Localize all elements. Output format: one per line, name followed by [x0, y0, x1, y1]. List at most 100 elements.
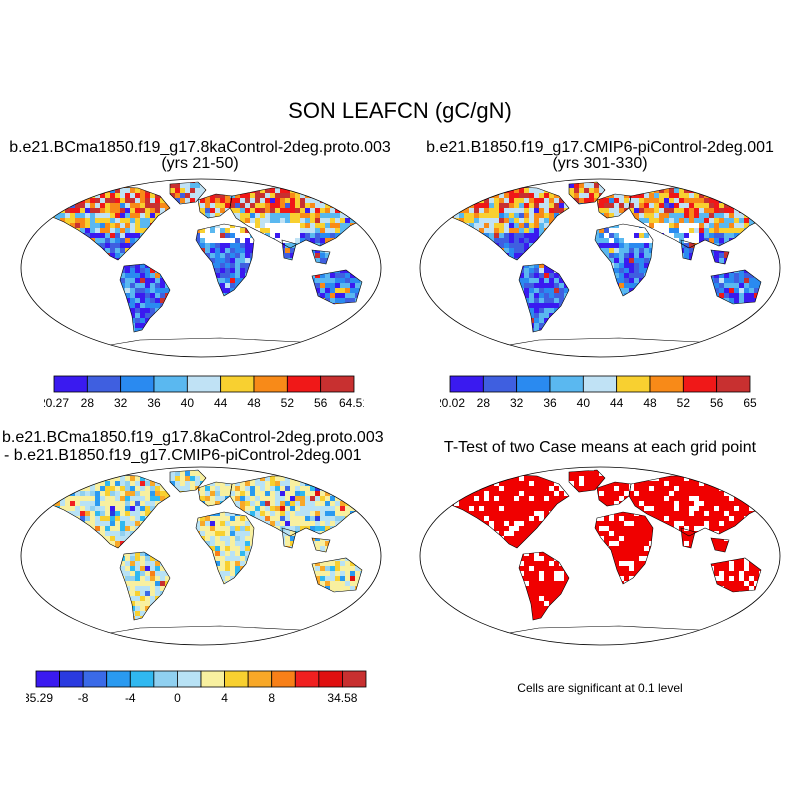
panel1-title-line1: b.e21.BCma1850.f19_g17.8kaControl-2deg.p…: [9, 139, 391, 156]
colorbar-box: [86, 375, 122, 393]
coastline: [33, 473, 171, 549]
colorbar-box: [120, 375, 155, 393]
panel4-map: [419, 466, 781, 646]
colorbar-label: -35.29: [26, 691, 53, 705]
colorbar-box: [153, 375, 188, 393]
colorbar-box: [35, 670, 60, 688]
colorbar-box: [682, 375, 718, 393]
coastline: [596, 193, 632, 219]
colorbar-box: [449, 375, 484, 393]
panel3-colorbar: -35.29 -8 -4 0 4 8 34.58: [19, 670, 376, 706]
colorbar-label: 40: [577, 396, 591, 410]
colorbar-box: [549, 375, 584, 393]
colorbar-label: 44: [610, 396, 624, 410]
coastline: [195, 223, 255, 297]
coastline: [33, 185, 171, 261]
colorbar-label: 20.02: [440, 396, 465, 410]
colorbar-box: [320, 375, 355, 393]
coastline: [680, 527, 730, 553]
panel3-map: [20, 466, 382, 646]
colorbar-label: 28: [81, 396, 95, 410]
panel3-title-line2: - b.e21.B1850.f19_g17.CMIP6-piControl-2d…: [4, 447, 362, 464]
coastline: [710, 269, 762, 305]
colorbar-label: -8: [78, 691, 89, 705]
colorbar-box: [342, 670, 367, 688]
colorbar-label: 8: [268, 691, 275, 705]
panel1-title-line2: (yrs 21-50): [161, 155, 239, 172]
colorbar-box: [177, 670, 202, 688]
colorbar-box: [482, 375, 518, 393]
colorbar-box: [106, 670, 131, 688]
panel1-map-svg: [20, 178, 382, 358]
colorbar-box: [220, 375, 255, 393]
colorbar-label: 44: [214, 396, 228, 410]
colorbar-box: [582, 375, 618, 393]
panel2-title-line1: b.e21.B1850.f19_g17.CMIP6-piControl-2deg…: [426, 139, 774, 156]
panel3-map-svg: [20, 466, 382, 646]
colorbar-box: [271, 670, 296, 688]
colorbar-box: [153, 670, 178, 688]
colorbar-box: [53, 375, 88, 393]
coastline: [197, 481, 233, 507]
colorbar-label: 28: [477, 396, 491, 410]
colorbar-box: [224, 670, 249, 688]
coastline: [568, 181, 606, 205]
colorbar-label: 65: [743, 396, 757, 410]
colorbar-label: 56: [314, 396, 328, 410]
panel2-colorbar: 20.02 28 32 36 40 44 48 52 56 65: [435, 375, 760, 411]
coastline: [169, 469, 207, 493]
colorbar-box: [516, 375, 551, 393]
colorbar-box: [247, 670, 273, 688]
colorbar-box: [59, 670, 84, 688]
colorbar-label: 64.51: [339, 396, 364, 410]
coastline: [169, 181, 207, 205]
coastline: [518, 551, 570, 621]
colorbar-box: [186, 375, 222, 393]
panel2-map: [419, 178, 781, 358]
colorbar-label: 32: [510, 396, 524, 410]
colorbar-box: [253, 375, 288, 393]
panel2-map-svg: [419, 178, 781, 358]
coastline: [119, 551, 171, 621]
colorbar-label: 0: [174, 691, 181, 705]
panel1-map: [20, 178, 382, 358]
panel1-colorbar: 20.27 28 32 36 40 44 48 52 56 64.51: [39, 375, 369, 411]
colorbar-label: 36: [543, 396, 557, 410]
coastline: [281, 527, 331, 553]
coastline: [710, 557, 762, 593]
panel4-note: Cells are significant at 0.1 level: [517, 681, 683, 695]
colorbar-label: 40: [181, 396, 195, 410]
panel4-map-svg: [419, 466, 781, 646]
coastline: [596, 481, 632, 507]
coastline: [594, 511, 654, 585]
colorbar-box: [318, 670, 343, 688]
colorbar-label: 32: [114, 396, 128, 410]
coastline: [432, 473, 570, 549]
colorbar-box: [294, 670, 320, 688]
coastline: [197, 193, 233, 219]
colorbar-label: 56: [710, 396, 724, 410]
colorbar-label: 20.27: [44, 396, 69, 410]
coastline: [518, 263, 570, 333]
colorbar-box: [129, 670, 155, 688]
colorbar-label: 4: [221, 691, 228, 705]
coastline: [594, 223, 654, 297]
coastline: [281, 239, 331, 265]
colorbar-label: 36: [147, 396, 161, 410]
colorbar-label: 52: [677, 396, 691, 410]
colorbar-box: [649, 375, 684, 393]
coastline: [311, 557, 363, 593]
coastline: [432, 185, 570, 261]
coastline: [311, 269, 363, 305]
coastline: [568, 469, 606, 493]
coastline: [195, 511, 255, 585]
colorbar-label: 48: [247, 396, 261, 410]
figure-title: SON LEAFCN (gC/gN): [288, 98, 512, 123]
coastline: [680, 239, 730, 265]
colorbar-box: [286, 375, 322, 393]
colorbar-label: 34.58: [327, 691, 357, 705]
coastline: [119, 263, 171, 333]
panel4-title: T-Test of two Case means at each grid po…: [443, 439, 757, 456]
panel2-title-line2: (yrs 301-330): [552, 155, 648, 172]
colorbar-box: [716, 375, 751, 393]
